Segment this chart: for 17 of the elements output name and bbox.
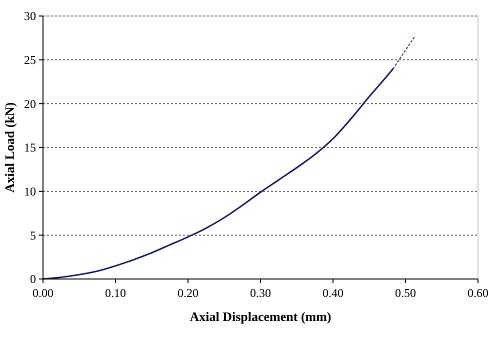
- x-axis-title: Axial Displacement (mm): [190, 309, 332, 324]
- y-axis-title: Axial Load (kN): [2, 102, 17, 193]
- x-tick-label: 0.10: [105, 286, 126, 300]
- x-tick-label: 0.40: [322, 286, 344, 300]
- y-tick-label: 25: [24, 53, 36, 68]
- x-tick-label: 0.60: [468, 286, 488, 300]
- x-tick-label: 0.30: [250, 286, 271, 300]
- y-tick-label: 5: [30, 228, 36, 242]
- x-tick-label: 0.20: [178, 286, 198, 300]
- y-tick-label: 10: [24, 184, 36, 199]
- y-tick-label: 0: [30, 272, 36, 286]
- y-tick-label: 20: [24, 96, 36, 111]
- y-tick-label: 15: [24, 140, 36, 155]
- y-tick-label: 30: [24, 9, 36, 24]
- x-tick-label: 0.50: [395, 286, 416, 300]
- line-series: [42, 68, 394, 280]
- x-tick-label: 0.00: [32, 286, 54, 300]
